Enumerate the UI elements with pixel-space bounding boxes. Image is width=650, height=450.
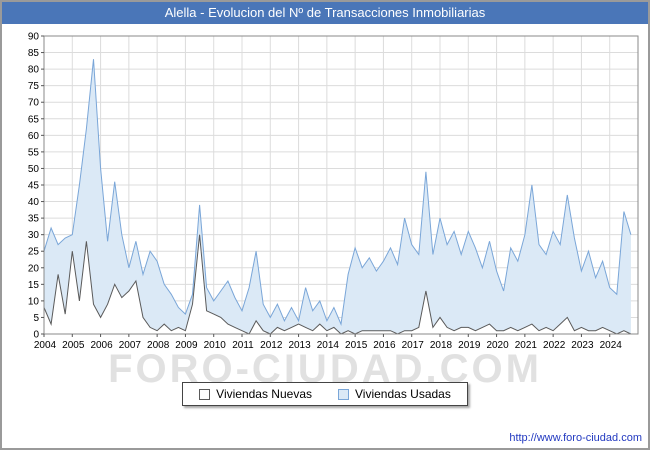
svg-text:2016: 2016: [373, 340, 396, 351]
svg-text:45: 45: [28, 181, 40, 192]
svg-text:2023: 2023: [571, 340, 594, 351]
svg-text:70: 70: [28, 98, 40, 109]
svg-text:2014: 2014: [317, 340, 340, 351]
svg-text:25: 25: [28, 247, 40, 258]
svg-text:2015: 2015: [345, 340, 368, 351]
chart-area: 0 5 10 15 20 25 30 35 40 45 50 55 60 65 70 75 80 85 90 2004…: [2, 24, 648, 370]
svg-text:2021: 2021: [515, 340, 538, 351]
svg-text:2008: 2008: [147, 340, 170, 351]
svg-text:2020: 2020: [486, 340, 509, 351]
svg-text:0: 0: [33, 330, 39, 341]
svg-text:65: 65: [28, 114, 40, 125]
chart-svg: 0 5 10 15 20 25 30 35 40 45 50 55 60 65 70 75 80 85 90 2004…: [28, 32, 639, 351]
svg-text:2017: 2017: [402, 340, 425, 351]
svg-text:85: 85: [28, 48, 40, 59]
svg-text:15: 15: [28, 280, 40, 291]
svg-text:5: 5: [33, 313, 39, 324]
svg-text:10: 10: [28, 296, 40, 307]
svg-text:80: 80: [28, 65, 40, 76]
legend-label-nuevas: Viviendas Nuevas: [216, 387, 312, 401]
footer-url-link[interactable]: http://www.foro-ciudad.com: [509, 432, 642, 444]
svg-text:2006: 2006: [90, 340, 113, 351]
svg-text:2018: 2018: [430, 340, 453, 351]
legend-item-viviendas-usadas: Viviendas Usadas: [338, 387, 451, 401]
svg-text:2013: 2013: [288, 340, 311, 351]
svg-text:2007: 2007: [119, 340, 142, 351]
svg-text:2009: 2009: [175, 340, 198, 351]
svg-text:55: 55: [28, 147, 40, 158]
footer: http://www.foro-ciudad.com: [509, 432, 642, 444]
svg-text:35: 35: [28, 214, 40, 225]
svg-text:2024: 2024: [600, 340, 623, 351]
svg-text:2022: 2022: [543, 340, 566, 351]
svg-text:2012: 2012: [260, 340, 283, 351]
legend-swatch-nuevas: [199, 388, 211, 400]
svg-text:2011: 2011: [232, 340, 254, 351]
legend-item-viviendas-nuevas: Viviendas Nuevas: [199, 387, 312, 401]
svg-text:2010: 2010: [204, 340, 227, 351]
svg-text:75: 75: [28, 81, 40, 92]
legend-swatch-usadas: [338, 388, 349, 400]
svg-text:20: 20: [28, 263, 40, 274]
svg-text:50: 50: [28, 164, 40, 175]
svg-text:30: 30: [28, 230, 40, 241]
svg-text:2004: 2004: [34, 340, 57, 351]
svg-text:90: 90: [28, 32, 40, 43]
svg-text:2005: 2005: [62, 340, 85, 351]
svg-text:60: 60: [28, 131, 40, 142]
svg-text:40: 40: [28, 197, 40, 208]
svg-text:2019: 2019: [458, 340, 481, 351]
chart-title: Alella - Evolucion del Nº de Transaccion…: [2, 2, 648, 24]
legend: Viviendas Nuevas Viviendas Usadas: [182, 382, 468, 406]
legend-label-usadas: Viviendas Usadas: [355, 387, 451, 401]
